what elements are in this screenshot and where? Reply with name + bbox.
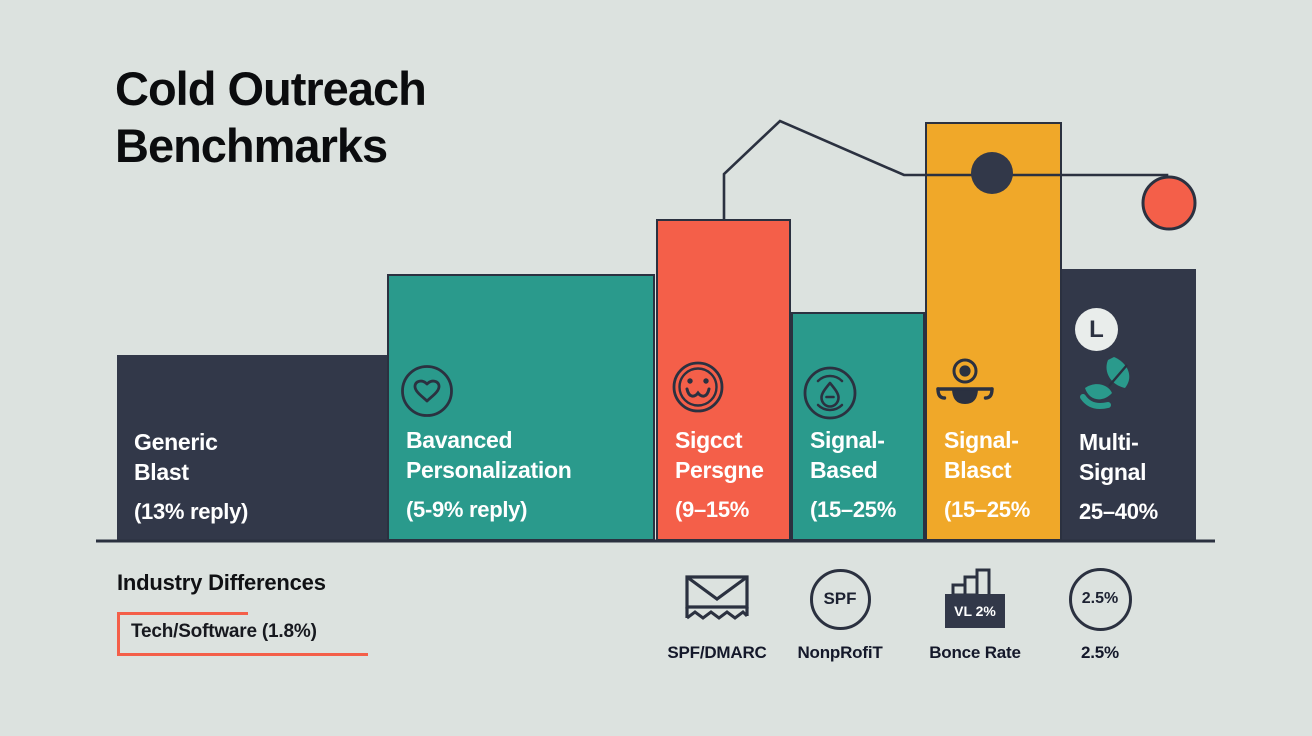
bar-multi-signal: L Multi- Signal 25–40% — [1062, 269, 1196, 541]
bar-label: Blasct — [944, 457, 1012, 483]
bar-label: Bavanced — [406, 427, 513, 453]
smiley-circle-icon — [672, 361, 724, 413]
footer-label: NonpRofiT — [797, 643, 883, 662]
industry-highlight-label: Tech/Software (1.8%) — [131, 621, 317, 642]
bar-label: Personalization — [406, 457, 572, 483]
title-line-2: Benchmarks — [115, 119, 388, 172]
footer-label: Bonce Rate — [929, 643, 1021, 662]
envelope-zigzag-icon — [684, 566, 750, 632]
bar-label: Signal- — [944, 427, 1019, 453]
bar-value: (9–15% — [675, 497, 750, 522]
footer-item-nonprofit: SPF NonpRofiT — [780, 566, 900, 663]
industry-highlight-box: Tech/Software (1.8%) — [117, 612, 368, 656]
spf-circle-text: SPF — [823, 589, 857, 608]
percent-circle-icon: 2.5% — [1068, 566, 1132, 632]
bar-label: Persgne — [675, 457, 764, 483]
spf-circle-icon: SPF — [809, 566, 871, 632]
bar-value: (5-9% reply) — [406, 497, 528, 522]
bar-value: (13% reply) — [134, 499, 249, 524]
leaves-icon — [1078, 355, 1142, 413]
percent-circle-text: 2.5% — [1081, 590, 1119, 607]
bar-label-block: Bavanced Personalization (5-9% reply) — [406, 425, 648, 523]
bar-label: Signal — [1079, 459, 1147, 485]
bar-label: Sigcct — [675, 427, 743, 453]
bar-label: Multi- — [1079, 429, 1139, 455]
person-icon — [934, 357, 996, 413]
footer-item-bounce-rate: VL 2% Bonce Rate — [910, 566, 1040, 663]
bar-label: Signal- — [810, 427, 885, 453]
bar-value: (15–25% — [944, 497, 1030, 522]
bar-bavanced-personalization: Bavanced Personalization (5-9% reply) — [387, 274, 655, 541]
heart-circle-icon — [400, 364, 454, 418]
bar-value: 25–40% — [1079, 499, 1158, 524]
coral-dot-marker — [1141, 175, 1197, 231]
bar-label-block: Multi- Signal 25–40% — [1079, 427, 1191, 525]
target-droplet-icon — [802, 365, 858, 421]
footer-item-percent: 2.5% 2.5% — [1040, 566, 1160, 663]
bar-label-block: Sigcct Persgne (9–15% — [675, 425, 784, 523]
bar-generic-blast: Generic Blast (13% reply) — [117, 355, 387, 541]
footer-label: 2.5% — [1081, 643, 1119, 662]
bar-sigcct-persgne: Sigcct Persgne (9–15% — [656, 219, 791, 541]
bar-value: (15–25% — [810, 497, 896, 522]
l-badge-icon: L — [1075, 308, 1118, 351]
title-line-1: Cold Outreach — [115, 62, 427, 115]
bar-label: Based — [810, 457, 878, 483]
bounce-icon-text: VL 2% — [954, 603, 996, 619]
footer-label: SPF/DMARC — [667, 643, 767, 662]
bar-signal-blasct: Signal- Blasct (15–25% — [925, 122, 1062, 541]
bar-label: Generic — [134, 429, 218, 455]
bar-signal-based: Signal- Based (15–25% — [791, 312, 925, 541]
footer-item-spf-dmarc: SPF/DMARC — [652, 566, 782, 663]
bar-label-block: Signal- Blasct (15–25% — [944, 425, 1055, 523]
bounce-chart-icon: VL 2% — [943, 566, 1007, 632]
bar-label: Blast — [134, 459, 189, 485]
industry-heading: Industry Differences — [117, 570, 326, 595]
bar-label-block: Signal- Based (15–25% — [810, 425, 918, 523]
page-title: Cold Outreach Benchmarks — [115, 60, 427, 174]
bar-label-block: Generic Blast (13% reply) — [134, 427, 382, 525]
